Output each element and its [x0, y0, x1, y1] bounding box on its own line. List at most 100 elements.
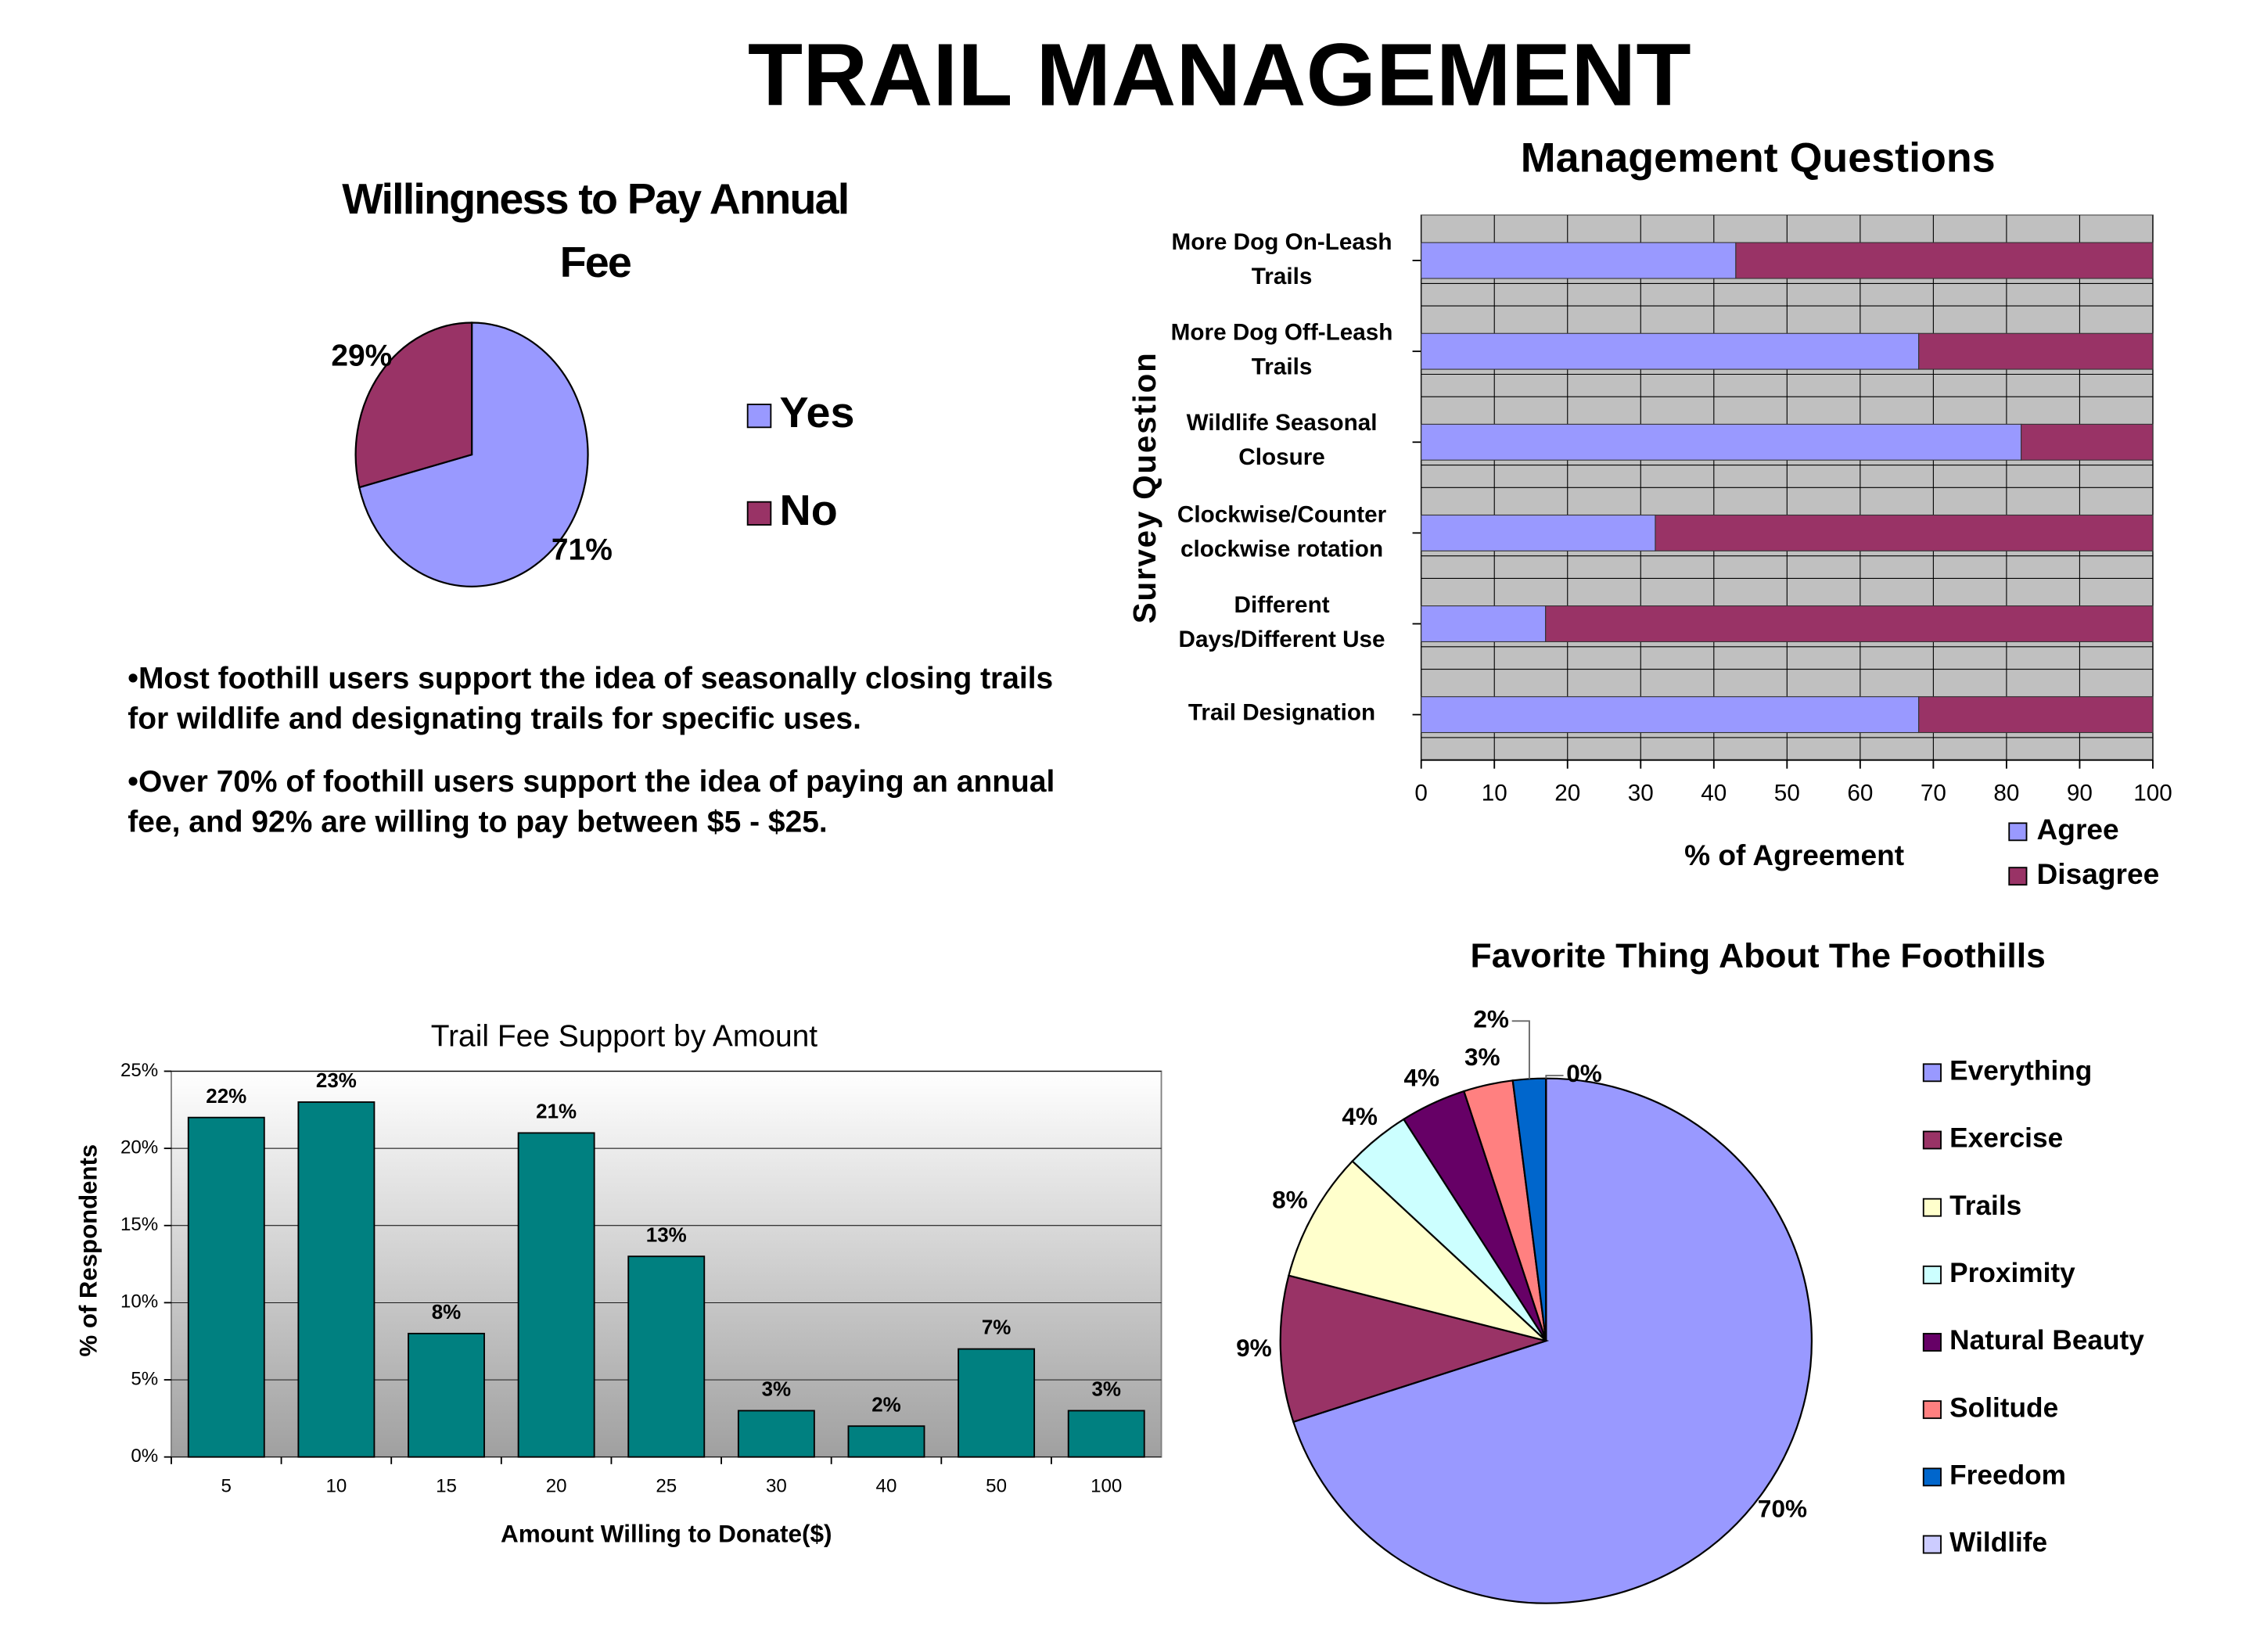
chart-title: Willingness to Pay Annual Fee — [342, 176, 850, 287]
y-tick-label: 20% — [120, 1137, 158, 1158]
x-tick-label: 25 — [656, 1476, 677, 1497]
legend-label: Wildlife — [1949, 1528, 2047, 1558]
y-tick-label: More Dog On-Leash Trails — [1171, 230, 1392, 289]
x-tick-label: 30 — [1628, 781, 1654, 806]
x-tick-label: 60 — [1847, 781, 1873, 806]
bar-segment — [1735, 242, 2154, 279]
bar — [408, 1332, 485, 1458]
y-tick-label: 25% — [120, 1060, 158, 1081]
value-label: 8% — [432, 1302, 462, 1323]
y-tick-label-box: More Dog On-Leash Trails — [1171, 230, 1392, 289]
legend-swatch — [1922, 1333, 1942, 1352]
x-tick-label: 100 — [1091, 1476, 1122, 1497]
bar-segment — [1421, 423, 2022, 461]
value-label: 21% — [536, 1101, 577, 1123]
x-axis-label: % of Agreement — [1684, 839, 1904, 871]
value-label: 22% — [206, 1086, 246, 1108]
value-label: 8% — [1272, 1187, 1308, 1214]
note-box: •Over 70% of foothill users support the … — [128, 766, 1055, 839]
bar-segment — [1421, 605, 1547, 642]
x-tick-label: 80 — [1993, 781, 2019, 806]
note: •Most foothill users support the idea of… — [128, 663, 1054, 736]
y-tick-label: More Dog Off-Leash Trails — [1170, 321, 1393, 380]
bar — [187, 1116, 265, 1458]
legend-swatch — [1922, 1130, 1942, 1150]
value-label: 2% — [871, 1394, 901, 1416]
legend-label: Proximity — [1949, 1258, 2075, 1288]
value-label: 9% — [1236, 1334, 1272, 1362]
x-tick-label: 20 — [1554, 781, 1580, 806]
pie-slice — [1279, 1274, 1550, 1424]
value-label: 3% — [762, 1379, 792, 1401]
x-tick-label: 50 — [986, 1476, 1007, 1497]
value-label: 7% — [982, 1317, 1012, 1339]
x-tick-label: 10 — [1482, 781, 1507, 806]
x-tick-label: 40 — [1701, 781, 1727, 806]
pie-slice — [1292, 1077, 1813, 1604]
legend-swatch — [1922, 1265, 1942, 1284]
bar-segment — [1545, 605, 2154, 642]
bar-segment — [1421, 242, 1737, 279]
bar — [1067, 1410, 1145, 1458]
bar-segment — [1918, 332, 2154, 370]
value-label: 4% — [1403, 1065, 1439, 1092]
x-tick-label: 5 — [221, 1476, 232, 1497]
bar-segment — [1421, 696, 1920, 734]
y-tick-label: 0% — [131, 1446, 158, 1467]
y-tick-label: Clockwise/Counter clockwise rotation — [1177, 502, 1387, 562]
bar — [627, 1255, 706, 1458]
y-tick-label: 10% — [120, 1291, 158, 1313]
legend-swatch — [746, 501, 772, 526]
x-tick-label: 90 — [2067, 781, 2093, 806]
x-tick-label: 10 — [325, 1476, 347, 1497]
bar-segment — [1918, 696, 2154, 734]
x-tick-label: 20 — [546, 1476, 567, 1497]
legend-swatch — [2008, 867, 2028, 886]
bar — [847, 1425, 925, 1458]
bar — [517, 1132, 595, 1458]
pie-slice — [358, 321, 589, 587]
y-tick-label-box: Different Days/Different Use — [1178, 594, 1385, 653]
y-tick-label: Different Days/Different Use — [1178, 594, 1385, 653]
value-label: 23% — [316, 1070, 357, 1092]
leader-line — [1545, 1075, 1564, 1079]
legend-label: Solitude — [1949, 1393, 2058, 1424]
y-tick-label-box: Wildlife Seasonal Closure — [1187, 412, 1378, 471]
bar-segment — [1421, 514, 1656, 551]
bar — [737, 1410, 815, 1458]
value-label: 2% — [1473, 1006, 1509, 1033]
note-box: •Most foothill users support the idea of… — [128, 663, 1054, 736]
x-tick-label: 30 — [766, 1476, 787, 1497]
pie-slice — [1288, 1159, 1547, 1342]
value-label: 70% — [1758, 1495, 1807, 1522]
y-tick-label: 5% — [131, 1368, 158, 1389]
value-label: 4% — [1342, 1103, 1378, 1130]
value-label: 71% — [552, 533, 613, 567]
legend-label: Natural Beauty — [1949, 1325, 2144, 1356]
x-tick-label: 15 — [436, 1476, 457, 1497]
y-tick-label-box: Trail Designation — [1188, 702, 1376, 727]
x-tick-label: 50 — [1774, 781, 1800, 806]
legend-swatch — [1922, 1467, 1942, 1487]
chart-title: Management Questions — [1521, 135, 1996, 181]
leader-line — [1511, 1020, 1530, 1079]
value-label: 0% — [1566, 1060, 1602, 1087]
legend-label: Trails — [1949, 1191, 2021, 1221]
bar-segment — [1421, 332, 1920, 370]
y-tick-label-box: More Dog Off-Leash Trails — [1170, 321, 1393, 380]
value-label: 3% — [1464, 1043, 1500, 1071]
legend-swatch — [1922, 1400, 1942, 1420]
value-label: 29% — [331, 339, 392, 372]
y-tick-label-box: Clockwise/Counter clockwise rotation — [1177, 502, 1387, 562]
legend-label: Agree — [2037, 813, 2119, 846]
legend-label: Exercise — [1949, 1123, 2063, 1154]
legend-label: Everything — [1949, 1056, 2092, 1086]
bar-segment — [2021, 423, 2154, 461]
legend-swatch — [1922, 1198, 1942, 1217]
legend-swatch — [746, 404, 772, 429]
legend-swatch — [2008, 822, 2028, 842]
y-tick-label: Trail Designation — [1188, 702, 1376, 727]
bar — [958, 1348, 1036, 1458]
